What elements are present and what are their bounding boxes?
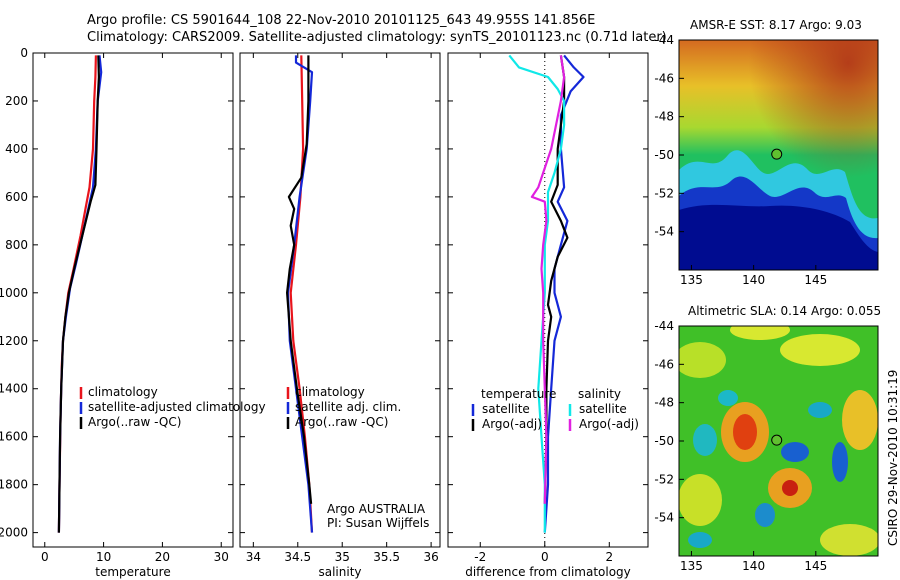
y-tick-label: -48 [654,396,674,410]
y-tick-label: 1200 [0,334,28,348]
legend-label: satellite-adjusted climatology [88,400,266,414]
series-line-2 [57,55,103,533]
legend: temperaturesatelliteArgo(-adj)salinitysa… [471,387,639,431]
legend-label: satellite [579,402,627,416]
x-tick-label: 30 [214,550,229,564]
y-tick-label: -44 [654,319,674,333]
legend-heading: temperature [481,387,556,401]
x-tick-label: 34.5 [284,550,311,564]
map-title-sla: Altimetric SLA: 0.14 Argo: 0.055 [688,304,882,318]
x-tick-label: 34 [246,550,261,564]
credit-text: CSIRO 29-Nov-2010 10:31:19 [886,369,900,546]
profile-panels: 0 10 20 30020040060080010001200140016001800… [0,46,649,579]
profile-panel-2: 34 34.5 35 35.5 36 salinity climatologysatelli… [239,52,441,579]
plot-frame [447,52,649,548]
y-tick-label: 800 [5,238,28,252]
header-line-1: Argo profile: CS 5901644_108 22-Nov-2010… [87,13,596,28]
legend-label: Argo(-adj) [579,417,639,431]
profile-panel-1: 0 10 20 30 0 200 400 600 800 1000 1200 1400 1600 1800… [0,46,266,579]
map-title-sst: AMSR-E SST: 8.17 Argo: 9.03 [690,18,862,32]
y-tick-label: -50 [654,434,674,448]
sst-deep-cold [679,204,878,270]
y-tick-label: 0 [20,46,28,60]
x-tick-label: -2 [474,550,486,564]
series-line-2 [543,55,569,504]
annotation-text: PI: Susan Wijffels [327,516,429,530]
y-tick-label: 2000 [0,526,28,540]
x-tick-label: 36 [423,550,438,564]
legend-label: satellite [482,402,530,416]
x-axis-label: difference from climatology [465,565,631,579]
legend-label: satellite adj. clim. [295,400,401,414]
x-axis-label: salinity [318,565,361,579]
header-line-2: Climatology: CARS2009. Satellite-adjuste… [87,30,667,45]
y-tick-label: -52 [654,472,674,486]
y-tick-label: -48 [654,110,674,124]
map-axes-1: 135 140 145 -44 -46 -48 -50 -52 -54 [654,33,827,287]
legend-label: climatology [88,385,158,399]
x-tick-label: 145 [804,559,827,573]
plot-frame [32,52,234,548]
legend-heading: salinity [578,387,621,401]
series-line-1 [543,54,585,533]
map-axes-2: 135 140 145 -44 -46 -48 -50 -52 -54 [654,319,827,573]
y-tick-label: 1800 [0,478,28,492]
map-axes: 135 140 145 -44 -46 -48 -50 -52 -54 135 140 145 -44 -… [654,33,827,573]
series-line-3 [286,55,313,504]
x-tick-label: 35.5 [373,550,400,564]
x-axis-label: temperature [95,565,170,579]
x-tick-label: 10 [96,550,111,564]
legend-label: Argo(-adj) [482,417,542,431]
x-tick-label: 135 [680,273,703,287]
plot-frame [239,52,441,548]
x-tick-label: 145 [804,273,827,287]
y-tick-label: 200 [5,94,28,108]
y-tick-label: -54 [654,511,674,525]
series-line-3 [57,55,101,533]
legend-label: Argo(..raw -QC) [295,415,388,429]
sla-eddies [679,326,878,556]
x-tick-label: 140 [742,273,765,287]
series-line-1 [57,55,97,533]
x-tick-label: 2 [605,550,613,564]
series-line-3 [508,54,566,533]
y-tick-label: 1000 [0,286,28,300]
legend-label: Argo(..raw -QC) [88,415,181,429]
legend-label: climatology [295,385,365,399]
y-tick-label: -46 [654,357,674,371]
y-tick-label: -46 [654,71,674,85]
y-tick-label: 1600 [0,430,28,444]
argo-location-marker [771,434,783,446]
x-tick-label: 20 [155,550,170,564]
x-tick-label: 0 [541,550,549,564]
x-tick-label: 140 [742,559,765,573]
annotation-text: Argo AUSTRALIA [327,502,426,516]
y-tick-label: 1400 [0,382,28,396]
x-tick-label: 35 [335,550,350,564]
y-tick-label: -50 [654,148,674,162]
x-tick-label: 0 [41,550,49,564]
y-tick-label: 400 [5,142,28,156]
argo-location-marker [771,148,783,160]
sst-map [678,39,879,271]
series-line-4 [530,55,566,504]
x-tick-label: 135 [680,559,703,573]
y-tick-label: -44 [654,33,674,47]
y-tick-label: -52 [654,186,674,200]
y-tick-label: -54 [654,225,674,239]
y-tick-label: 600 [5,190,28,204]
